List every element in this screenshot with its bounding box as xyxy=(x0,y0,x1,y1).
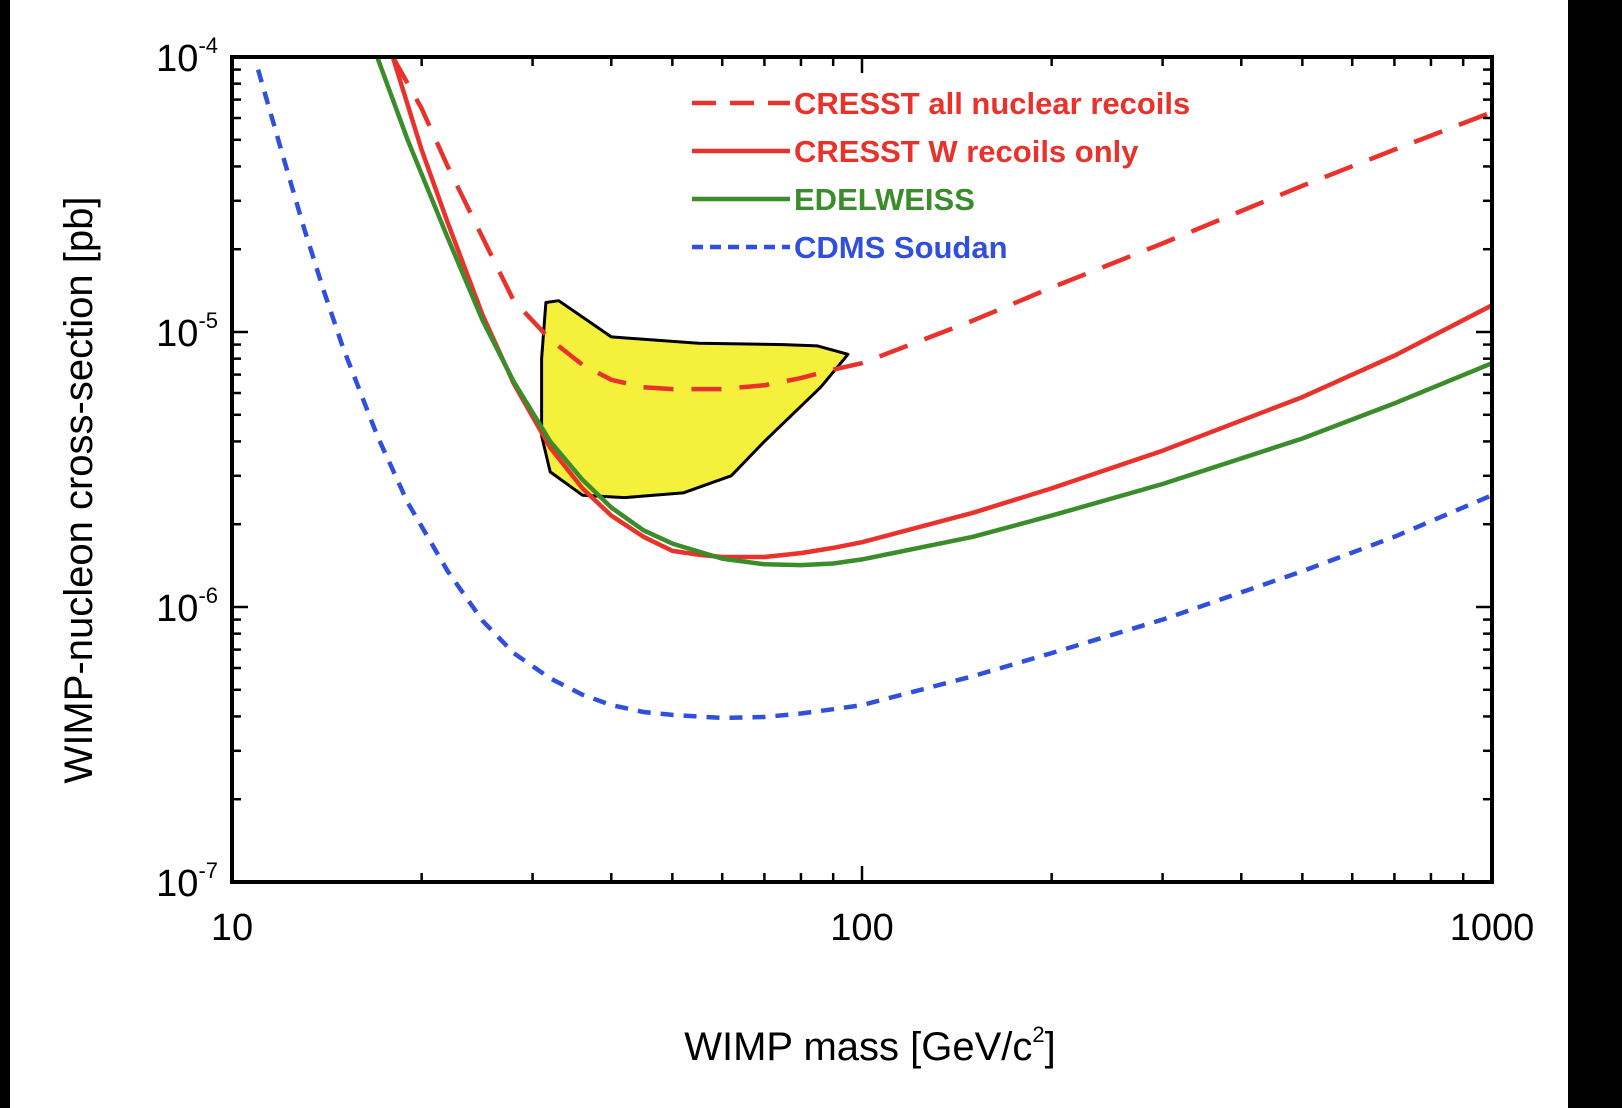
ticks-layer xyxy=(230,57,1494,884)
plot-frame xyxy=(230,55,1494,884)
x-tick-label: 1000 xyxy=(1450,907,1535,949)
legend: CRESST all nuclear recoils CRESST W recoi… xyxy=(692,86,1190,265)
x-axis-title: WIMP mass [GeV/c2] xyxy=(684,1022,1056,1069)
series-line-cdms-soudan xyxy=(255,68,1492,721)
signal-region-layer xyxy=(540,299,850,500)
legend-label: EDELWEISS xyxy=(794,182,975,217)
series-line-cresst-all-nuclear-recoils xyxy=(390,57,1492,392)
series-line-edelweiss xyxy=(375,57,1492,568)
y-tick-label: 10-4 xyxy=(156,33,218,80)
y-axis-title: WIMP-nucleon cross-section [pb] xyxy=(57,197,101,784)
tick-labels: 10 100 1000 10-4 10-5 10-6 10-7 xyxy=(156,33,1534,949)
legend-label: CRESST W recoils only xyxy=(794,134,1139,169)
y-tick-label: 10-5 xyxy=(156,308,218,355)
x-tick-label: 10 xyxy=(211,907,253,949)
legend-label: CRESST all nuclear recoils xyxy=(794,86,1190,121)
y-tick-label: 10-6 xyxy=(156,583,218,630)
series-layer xyxy=(255,57,1492,721)
signal-region-0 xyxy=(540,299,850,500)
x-tick-label: 100 xyxy=(830,907,893,949)
legend-label: CDMS Soudan xyxy=(794,230,1008,265)
y-tick-label: 10-7 xyxy=(156,858,218,905)
